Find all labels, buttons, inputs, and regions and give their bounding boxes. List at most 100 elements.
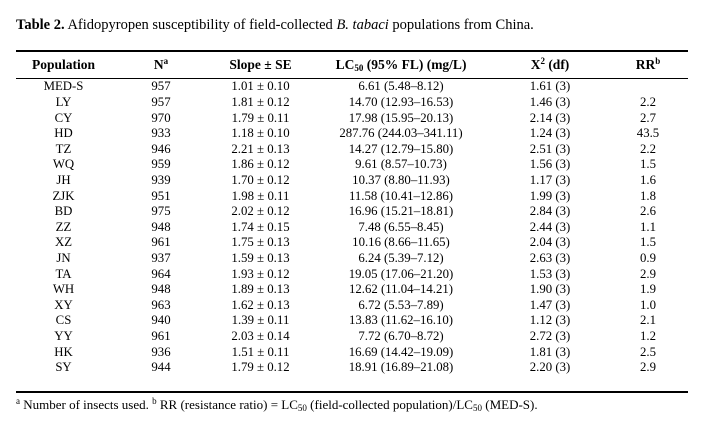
cell-population: TZ (55, 141, 72, 156)
cell-lc50: 11.58 (10.41–12.86) (348, 188, 454, 203)
cell-rr: 2.2 (640, 94, 656, 109)
table-row: HK 936 1.51 ± 0.11 16.69 (14.42–19.09) 1.81 … (16, 344, 688, 360)
cell-lc50: 10.37 (8.80–11.93) (352, 172, 450, 187)
table-row: SY 944 1.79 ± 0.12 18.91 (16.89–21.08) 2.20 … (16, 360, 688, 376)
cell-chi-square: 2.44 (3) (529, 219, 571, 234)
table-row: BD 975 2.02 ± 0.12 16.96 (15.21–18.81) 2.84 … (16, 204, 688, 220)
cell-chi-square: 1.24 (3) (529, 126, 571, 141)
footnote-mark-a: a (163, 55, 169, 66)
cell-chi-square: 2.72 (3) (529, 329, 571, 344)
cell-population: WH (52, 282, 75, 297)
cell-rr: 1.2 (640, 329, 656, 344)
cell-slope: 1.75 ± 0.13 (231, 235, 290, 250)
header-lc50: LC50 (95% FL) (mg/L) (335, 56, 467, 73)
header-chi-square: X2 (df) (530, 55, 570, 72)
cell-n: 961 (151, 235, 171, 250)
table-row: TA 964 1.93 ± 0.12 19.05 (17.06–21.20) 1.53 … (16, 266, 688, 282)
cell-lc50: 18.91 (16.89–21.08) (348, 360, 454, 375)
cell-lc50: 7.48 (6.55–8.45) (358, 219, 444, 234)
cell-n: 957 (151, 79, 171, 94)
cell-population: JH (56, 172, 71, 187)
cell-slope: 1.39 ± 0.11 (231, 313, 290, 328)
cell-rr: 0.9 (640, 251, 656, 265)
table-row: LY 957 1.81 ± 0.12 14.70 (12.93–16.53) 1.46 … (16, 95, 688, 111)
header-rule (16, 78, 688, 79)
cell-n: 961 (151, 329, 171, 344)
cell-population: YY (54, 329, 73, 344)
cell-n: 951 (151, 188, 171, 203)
cell-slope: 2.21 ± 0.13 (231, 141, 290, 156)
cell-n: 939 (151, 172, 171, 187)
header-row: Population Na Slope ± SE LC50 (95% FL) (… (16, 52, 688, 77)
cell-n: 975 (151, 204, 171, 219)
data-table: Population Na Slope ± SE LC50 (95% FL) (… (16, 52, 688, 376)
cell-n: 957 (151, 94, 171, 109)
table-row: YY 961 2.03 ± 0.14 7.72 (6.70–8.72) 2.72 (3)… (16, 329, 688, 345)
cell-n: 948 (151, 219, 171, 234)
header-rr: RRb (635, 55, 661, 72)
cell-n: 944 (151, 360, 171, 375)
cell-rr: 2.2 (640, 141, 656, 156)
cell-chi-square: 1.56 (3) (529, 157, 571, 172)
table-row: JN 937 1.59 ± 0.13 6.24 (5.39–7.12) 2.63 (3)… (16, 251, 688, 267)
table-row: HD 933 1.18 ± 0.10 287.76 (244.03–341.11) 1.… (16, 126, 688, 142)
cell-population: TA (55, 266, 72, 281)
cell-rr: 43.5 (636, 126, 660, 141)
table-row: JH 939 1.70 ± 0.12 10.37 (8.80–11.93) 1.17 (… (16, 173, 688, 189)
cell-lc50: 287.76 (244.03–341.11) (339, 126, 463, 141)
table-footnote: a Number of insects used. b RR (resistan… (16, 396, 538, 413)
cell-lc50: 9.61 (8.57–10.73) (355, 157, 447, 172)
cell-chi-square: 2.51 (3) (529, 141, 571, 156)
cell-chi-square: 1.46 (3) (529, 94, 571, 109)
cell-lc50: 17.98 (15.95–20.13) (348, 110, 454, 125)
cell-lc50: 12.62 (11.04–14.21) (348, 282, 454, 297)
cell-rr: 1.1 (640, 219, 656, 234)
header-n: Na (153, 55, 169, 72)
cell-slope: 1.93 ± 0.12 (231, 266, 290, 281)
cell-population: HK (54, 344, 73, 359)
table-row: ZZ 948 1.74 ± 0.15 7.48 (6.55–8.45) 2.44 (3)… (16, 219, 688, 235)
caption-text-end: populations from China. (388, 17, 534, 33)
cell-population: MED-S (43, 79, 84, 94)
cell-population: HD (54, 126, 73, 141)
cell-population: WQ (52, 157, 75, 172)
cell-slope: 1.79 ± 0.11 (231, 110, 290, 125)
cell-slope: 1.86 ± 0.12 (231, 157, 290, 172)
cell-lc50: 6.72 (5.53–7.89) (358, 297, 444, 312)
cell-rr: 1.0 (640, 297, 656, 312)
cell-rr: 1.5 (640, 235, 656, 250)
cell-chi-square: 1.17 (3) (529, 172, 571, 187)
cell-n: 946 (151, 141, 171, 156)
table-row: ZJK 951 1.98 ± 0.11 11.58 (10.41–12.86) 1.99… (16, 188, 688, 204)
cell-slope: 1.89 ± 0.13 (231, 282, 290, 297)
cell-lc50: 6.24 (5.39–7.12) (358, 251, 444, 265)
cell-lc50: 13.83 (11.62–16.10) (348, 313, 454, 328)
table-caption: Table 2. Afidopyropen susceptibility of … (16, 16, 696, 34)
bottom-rule (16, 391, 688, 393)
cell-chi-square: 1.47 (3) (529, 297, 571, 312)
header-population: Population (31, 56, 96, 72)
cell-lc50: 16.69 (14.42–19.09) (348, 344, 454, 359)
cell-population: ZZ (55, 219, 72, 234)
cell-chi-square: 1.53 (3) (529, 266, 571, 281)
cell-slope: 2.03 ± 0.14 (231, 329, 290, 344)
cell-slope: 1.18 ± 0.10 (231, 126, 290, 141)
table-row: MED-S 957 1.01 ± 0.10 6.61 (5.48–8.12) 1.61 … (16, 77, 688, 95)
cell-rr: 1.9 (640, 282, 656, 297)
cell-population: ZJK (52, 188, 75, 203)
cell-chi-square: 1.61 (3) (529, 79, 571, 94)
cell-n: 936 (151, 344, 171, 359)
cell-chi-square: 1.90 (3) (529, 282, 571, 297)
cell-slope: 1.70 ± 0.12 (231, 172, 290, 187)
cell-chi-square: 1.99 (3) (529, 188, 571, 203)
cell-chi-square: 2.63 (3) (529, 251, 571, 265)
top-rule (16, 50, 688, 52)
cell-rr (608, 77, 688, 95)
table-body: MED-S 957 1.01 ± 0.10 6.61 (5.48–8.12) 1.61 … (16, 77, 688, 376)
cell-chi-square: 2.14 (3) (529, 110, 571, 125)
cell-lc50: 19.05 (17.06–21.20) (348, 266, 454, 281)
footnote-mark-b: b (655, 55, 661, 66)
cell-slope: 1.74 ± 0.15 (231, 219, 290, 234)
cell-chi-square: 1.81 (3) (529, 344, 571, 359)
cell-lc50: 7.72 (6.70–8.72) (358, 329, 444, 344)
